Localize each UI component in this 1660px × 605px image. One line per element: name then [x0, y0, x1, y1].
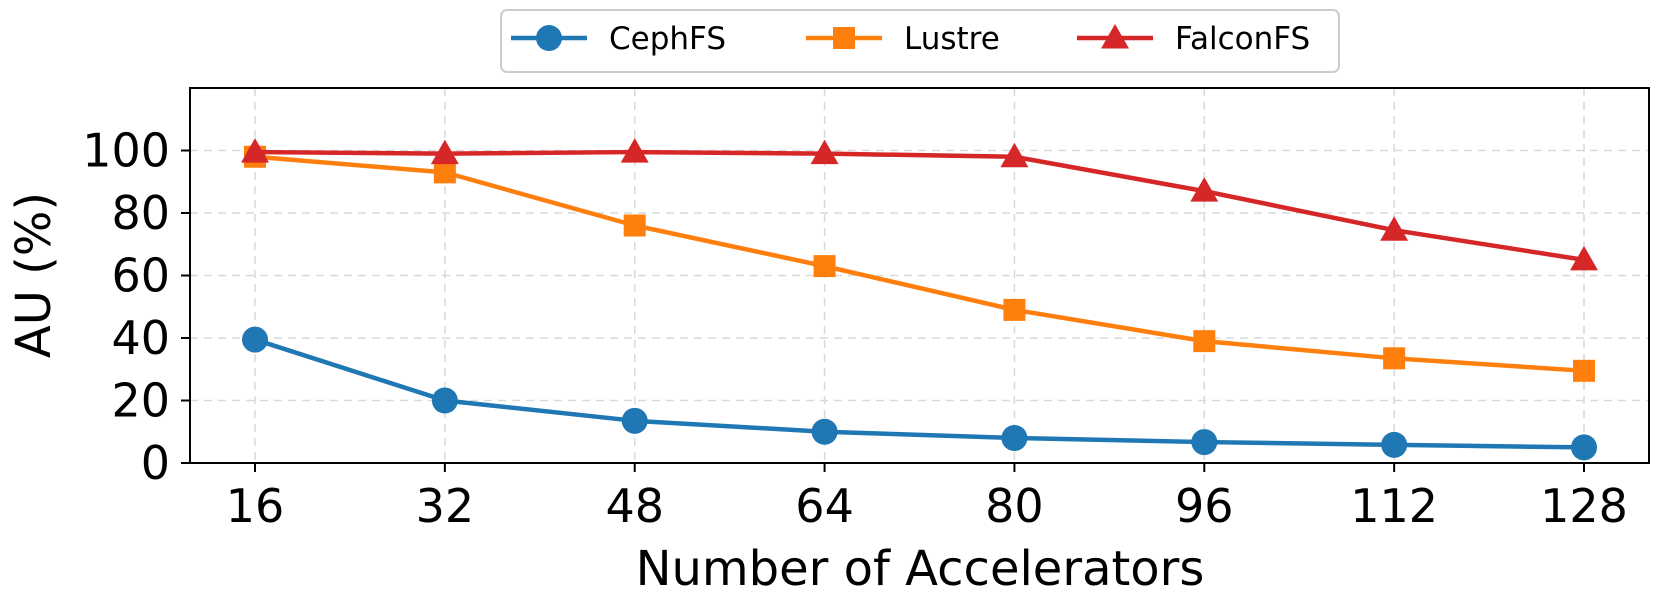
legend-item-falconfs: FalconFS — [1077, 21, 1310, 57]
legend-item-cephfs: CephFS — [511, 21, 726, 57]
falconfs-point — [241, 138, 269, 163]
falconfs-point — [620, 138, 649, 163]
legend-label: CephFS — [609, 21, 726, 57]
falconfs-point — [1000, 142, 1029, 168]
legend-circle-icon — [536, 25, 562, 51]
series-cephfs — [242, 326, 1597, 461]
falconfs-point — [1190, 177, 1219, 202]
legend-label: FalconFS — [1175, 21, 1310, 57]
legend-triangle-icon — [1101, 24, 1129, 49]
legend-label: Lustre — [904, 21, 1000, 57]
y-tick-label: 80 — [111, 186, 170, 240]
lustre-point — [623, 214, 646, 237]
falconfs-point — [430, 139, 459, 165]
legend-square-icon — [833, 27, 855, 49]
axis-ticks: 16 32 48 64 80 96 112 128 0 20 40 60 80 100 — [82, 124, 1628, 534]
cephfs-point — [1001, 425, 1028, 451]
lustre-line — [254, 154, 1585, 374]
lustre-point — [1193, 330, 1216, 353]
lustre-point — [1573, 359, 1595, 382]
x-tick-label: 112 — [1350, 479, 1438, 533]
cephfs-point — [431, 387, 458, 414]
y-tick-label: 0 — [141, 436, 170, 490]
x-tick-label: 96 — [1175, 479, 1234, 533]
x-tick-label: 128 — [1540, 479, 1628, 533]
x-tick-label: 80 — [985, 479, 1044, 533]
x-tick-label: 16 — [226, 479, 285, 533]
falconfs-point — [1380, 216, 1409, 241]
x-tick-label: 48 — [605, 479, 664, 533]
cephfs-point — [1191, 429, 1218, 456]
lustre-point — [1383, 347, 1406, 370]
falconfs-point — [1570, 245, 1598, 271]
cephfs-line — [254, 337, 1585, 450]
cephfs-point — [621, 407, 648, 434]
series-layer — [241, 138, 1598, 461]
lustre-point — [1003, 298, 1026, 321]
legend: CephFS Lustre FalconFS — [500, 9, 1340, 73]
y-axis-label: AU (%) — [6, 192, 62, 358]
x-tick-label: 32 — [416, 479, 475, 533]
lustre-point — [433, 161, 456, 184]
cephfs-point — [242, 326, 268, 353]
lustre-point — [813, 255, 836, 278]
cephfs-point — [1571, 434, 1597, 461]
x-axis-label: Number of Accelerators — [636, 541, 1205, 597]
series-falconfs — [241, 138, 1598, 271]
y-tick-label: 100 — [82, 124, 170, 178]
series-lustre — [244, 145, 1595, 382]
falconfs-point — [810, 139, 839, 165]
cephfs-point — [811, 418, 838, 445]
cephfs-point — [1381, 431, 1408, 458]
x-tick-label: 64 — [795, 479, 854, 533]
falconfs-line — [254, 149, 1585, 263]
y-tick-label: 60 — [111, 249, 170, 303]
legend-box — [500, 9, 1340, 73]
grid-lines — [190, 88, 1649, 464]
y-tick-label: 40 — [111, 311, 170, 365]
legend-item-lustre: Lustre — [806, 21, 1000, 57]
y-tick-label: 20 — [111, 374, 170, 428]
